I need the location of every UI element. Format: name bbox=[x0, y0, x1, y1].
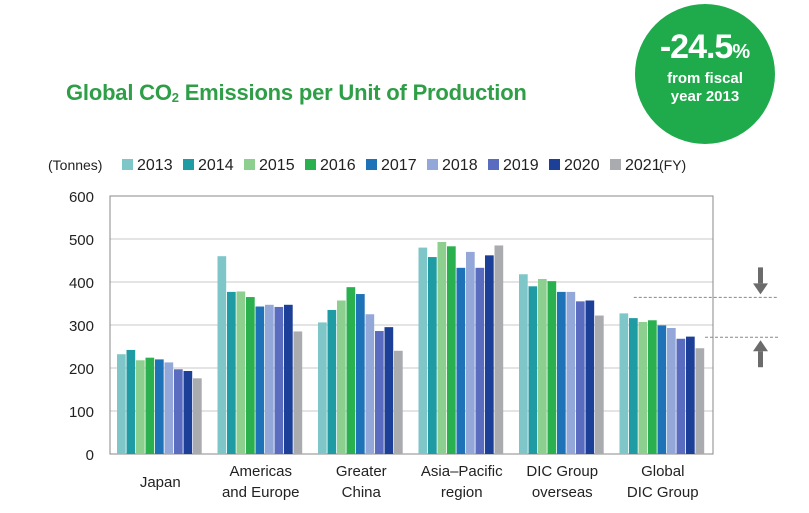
bar bbox=[619, 313, 629, 454]
down-arrow-icon bbox=[753, 283, 768, 295]
badge-value: -24.5% bbox=[659, 28, 751, 66]
bar bbox=[337, 300, 346, 454]
bar bbox=[183, 371, 193, 454]
down-arrow-shaft bbox=[758, 267, 763, 284]
bar bbox=[418, 247, 428, 454]
bar bbox=[327, 309, 337, 454]
legend-swatch bbox=[488, 159, 499, 170]
bar bbox=[394, 350, 403, 454]
bar bbox=[485, 255, 494, 454]
y-tick-label: 600 bbox=[69, 189, 94, 206]
bar bbox=[384, 327, 394, 454]
up-arrow-shaft bbox=[758, 351, 763, 368]
bar bbox=[346, 287, 356, 454]
x-category-label: Asia–Pacific region bbox=[421, 463, 503, 501]
y-tick-label: 200 bbox=[69, 361, 94, 378]
bar bbox=[365, 314, 375, 454]
legend-label: 2019 bbox=[503, 157, 539, 174]
bar bbox=[136, 360, 145, 454]
bar bbox=[595, 315, 604, 454]
legend-swatch bbox=[549, 159, 560, 170]
bar bbox=[274, 306, 284, 454]
legend-swatch bbox=[366, 159, 377, 170]
legend-swatch bbox=[305, 159, 316, 170]
bar bbox=[193, 378, 202, 454]
bar bbox=[566, 291, 576, 454]
chart-title: Global CO2 Emissions per Unit of Product… bbox=[66, 80, 527, 105]
y-tick-label: 0 bbox=[86, 447, 94, 464]
legend-swatch bbox=[427, 159, 438, 170]
bar bbox=[236, 291, 246, 454]
bar bbox=[475, 267, 485, 454]
bar bbox=[318, 322, 327, 454]
x-category-label: Greater China bbox=[336, 463, 387, 501]
bar bbox=[456, 267, 466, 454]
bar bbox=[648, 320, 657, 454]
bar bbox=[265, 304, 274, 454]
bar bbox=[676, 338, 686, 454]
bar bbox=[657, 325, 667, 454]
x-category-label: Americas and Europe bbox=[222, 463, 300, 501]
bar bbox=[174, 369, 183, 454]
legend-swatch bbox=[244, 159, 255, 170]
legend-label: 2016 bbox=[320, 157, 356, 174]
up-arrow-icon bbox=[753, 340, 768, 352]
bar bbox=[255, 306, 265, 454]
bar bbox=[284, 304, 293, 454]
bar bbox=[126, 349, 136, 454]
plot-frame bbox=[109, 195, 714, 455]
bar bbox=[638, 321, 648, 454]
bar bbox=[494, 245, 504, 454]
legend-unit-label: (FY) bbox=[659, 157, 686, 173]
bar bbox=[227, 291, 236, 454]
bar bbox=[466, 251, 475, 454]
bar bbox=[117, 354, 126, 454]
bar bbox=[356, 294, 365, 454]
bar bbox=[667, 328, 676, 454]
badge-caption: from fiscal year 2013 bbox=[667, 70, 743, 105]
bar bbox=[557, 291, 566, 454]
bar bbox=[428, 257, 437, 454]
y-tick-label: 400 bbox=[69, 275, 94, 292]
bar bbox=[217, 256, 227, 454]
bar bbox=[164, 362, 174, 454]
legend-swatch bbox=[122, 159, 133, 170]
legend-label: 2021 bbox=[625, 157, 661, 174]
legend-label: 2018 bbox=[442, 157, 478, 174]
bar bbox=[629, 318, 638, 454]
bar bbox=[155, 359, 164, 454]
bar bbox=[437, 242, 447, 454]
legend-label: 2017 bbox=[381, 157, 417, 174]
legend-label: 2013 bbox=[137, 157, 173, 174]
bar bbox=[447, 246, 456, 454]
bar bbox=[576, 301, 585, 454]
legend-swatch bbox=[610, 159, 621, 170]
x-category-label: DIC Group overseas bbox=[526, 463, 598, 501]
y-tick-label: 500 bbox=[69, 232, 94, 249]
x-category-label: Japan bbox=[140, 474, 181, 491]
bar bbox=[145, 357, 155, 454]
legend-label: 2014 bbox=[198, 157, 234, 174]
bar bbox=[585, 300, 595, 454]
bar bbox=[695, 348, 705, 454]
bar bbox=[547, 281, 557, 454]
y-tick-label: 100 bbox=[69, 404, 94, 421]
bar bbox=[375, 331, 384, 454]
legend-swatch bbox=[183, 159, 194, 170]
legend-label: 2015 bbox=[259, 157, 295, 174]
legend-label: 2020 bbox=[564, 157, 600, 174]
bar bbox=[686, 336, 695, 454]
bar bbox=[538, 278, 547, 454]
bar bbox=[528, 286, 538, 454]
y-axis-label: (Tonnes) bbox=[48, 157, 102, 173]
reduction-badge: -24.5% from fiscal year 2013 bbox=[635, 4, 775, 144]
bar bbox=[246, 297, 255, 454]
y-tick-label: 300 bbox=[69, 318, 94, 335]
x-category-label: Global DIC Group bbox=[627, 463, 699, 501]
bar bbox=[519, 274, 528, 454]
bar bbox=[293, 331, 303, 454]
